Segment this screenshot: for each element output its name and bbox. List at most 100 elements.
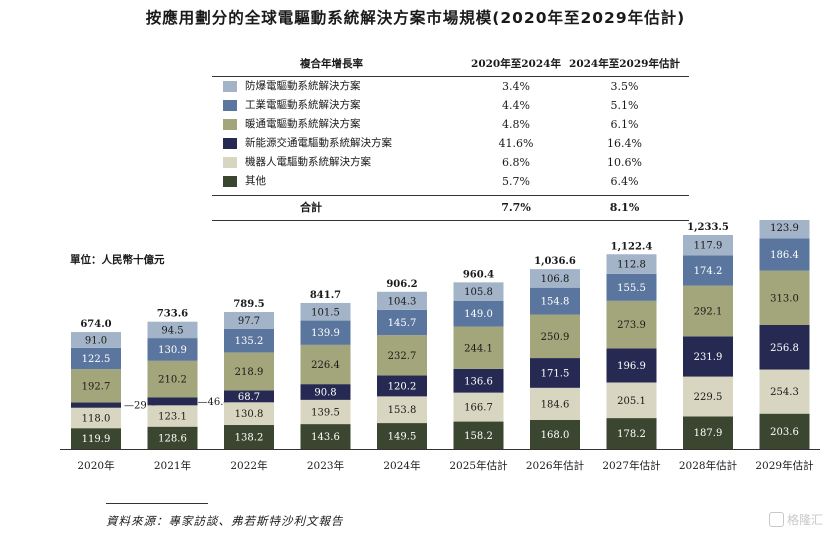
category-label: 2021年 [154,459,191,472]
bar-segment [377,309,427,336]
data-label: 187.9 [694,428,723,439]
bar-segment [300,384,351,400]
bar-segment [683,416,733,449]
data-label: —46.4 [198,397,230,408]
data-label: 231.9 [694,352,723,363]
total-label: 1,122.4 [611,241,653,252]
bar-segment [759,220,810,239]
data-label: 292.1 [694,307,723,318]
data-label: 153.8 [388,405,417,416]
bar-segment [377,396,427,424]
cagr-row-a: 41.6% [498,137,534,150]
category-label: 2022年 [230,459,267,472]
bar-segment [300,302,351,321]
bar-segment [759,238,810,271]
bar-segment [71,428,121,449]
bar-segment [147,426,198,449]
legend-swatch [223,138,237,149]
unit-label: 單位：人民幣十億元 [70,254,165,266]
bar-segment [683,255,733,286]
cagr-total-row: 合計 7.7% 8.1% [212,195,689,221]
bar-segment [224,390,274,403]
cagr-row-label: 新能源交通電驅動系統解決方案 [245,137,392,149]
data-label: 106.8 [541,274,570,285]
legend-swatch [223,81,237,92]
category-label: 2024年 [383,459,420,472]
data-label: 149.0 [464,309,493,320]
legend-swatch [223,157,237,168]
cagr-row-label: 暖通電驅動系統解決方案 [245,118,361,130]
bar-segment [453,392,504,422]
data-label: 313.0 [770,293,799,304]
category-label: 2027年估計 [602,459,661,472]
legend-swatch [223,100,237,111]
data-label: 250.9 [541,332,570,343]
bar-segment [147,397,198,406]
bar-segment [759,324,810,370]
cagr-row-b: 10.6% [607,156,642,169]
bar-segment [377,335,427,376]
bar-segment [377,375,427,397]
bar-segment [71,332,121,348]
data-label: 171.5 [541,368,570,379]
data-label: 130.8 [235,409,264,420]
data-label: 97.7 [238,316,260,327]
data-label: 112.8 [617,260,646,271]
watermark-logo: 格隆汇 [768,511,823,528]
bar-segment [683,336,733,377]
bar-segment [759,413,810,449]
data-label: 186.4 [770,250,799,261]
data-label: 168.0 [541,430,570,441]
bar-segment [683,376,733,417]
bar-segment [71,369,121,403]
legend-swatch [223,176,237,187]
data-label: 218.9 [235,367,264,378]
category-label: 2020年 [77,459,114,472]
data-label: 143.6 [311,432,340,443]
data-label: 105.8 [464,287,493,298]
cagr-row-b: 5.1% [610,99,639,112]
bar-segment [224,312,274,329]
bar-segment [683,285,733,337]
data-label: 135.2 [235,336,264,347]
cagr-row: 防爆電驅動系統解決方案 3.4% 3.5% [212,77,689,96]
bar-segment [147,338,198,361]
bar-segment [606,273,657,301]
bar-segment [530,269,580,288]
cagr-header-row: 複合年增長率 2020年至2024年 2024年至2029年估計 [212,52,689,77]
data-label: 226.4 [311,360,340,371]
bar-segment [530,314,580,359]
data-label: 210.2 [158,375,187,386]
bar-segment [606,382,657,419]
total-label: 1,233.5 [687,222,729,233]
cagr-row: 機器人電驅動系統解決方案 6.8% 10.6% [212,153,689,172]
data-label: 90.8 [314,388,336,399]
bar-segment [147,360,198,398]
cagr-row-b: 3.5% [610,80,639,93]
cagr-row: 暖通電驅動系統解決方案 4.8% 6.1% [212,115,689,134]
bar-segment [377,423,427,449]
bar-segment [530,419,580,449]
bar-segment [683,234,733,256]
category-label: 2023年 [307,459,344,472]
category-label: 2028年估計 [679,459,738,472]
cagr-row-a: 3.4% [502,80,530,93]
data-label: 104.3 [388,296,417,307]
bar-segment [300,424,351,449]
data-label: 205.1 [617,396,646,407]
bar-segment [300,344,351,385]
bar-segment [606,348,657,383]
cagr-row-b: 16.4% [607,137,642,150]
bar-segment [300,399,351,425]
bar-segment [377,291,427,310]
cagr-header-col-a: 2020年至2024年 [471,58,561,70]
data-label: 158.2 [464,431,493,442]
cagr-row: 其他 5.7% 6.4% [212,172,689,191]
cagr-row: 新能源交通電驅動系統解決方案 41.6% 16.4% [212,134,689,153]
data-label: 123.1 [158,412,187,423]
data-label: 229.5 [694,392,723,403]
bar-segment [759,369,810,414]
bar-segment [453,368,504,393]
data-label: 128.6 [158,433,187,444]
stacked-bar-chart: 119.9 118.0 —29.9 192.7 122.5 91.0 674.0 2020年 1… [60,220,820,472]
